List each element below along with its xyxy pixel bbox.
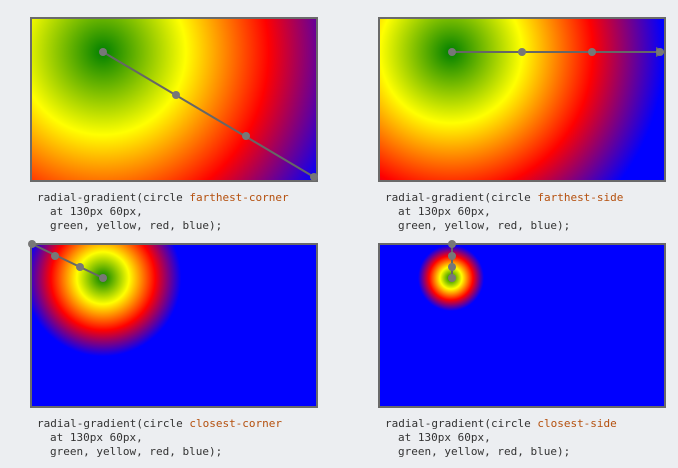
code-text: at 130px 60px, xyxy=(50,431,143,444)
code-keyword: farthest-corner xyxy=(189,191,289,204)
code-text: green, yellow, red, blue); xyxy=(50,219,223,232)
code-text: green, yellow, red, blue); xyxy=(398,445,571,458)
code-sample: radial-gradient(circle closest-side at 13… xyxy=(385,417,617,459)
indicator xyxy=(99,48,318,181)
code-text: radial-gradient(circle xyxy=(385,191,531,204)
gradient-box xyxy=(30,243,318,408)
gradient-box xyxy=(378,243,666,408)
code-text: at 130px 60px, xyxy=(50,205,143,218)
indicator xyxy=(28,240,107,282)
code-text: green, yellow, red, blue); xyxy=(50,445,223,458)
code-text: at 130px 60px, xyxy=(398,205,491,218)
code-sample: radial-gradient(circle closest-corner at … xyxy=(37,417,282,459)
code-text: at 130px 60px, xyxy=(398,431,491,444)
code-keyword: farthest-side xyxy=(537,191,624,204)
code-text: radial-gradient(circle xyxy=(37,417,183,430)
code-text: green, yellow, red, blue); xyxy=(398,219,571,232)
code-text: radial-gradient(circle xyxy=(37,191,183,204)
gradient-box xyxy=(30,17,318,182)
indicator xyxy=(448,47,666,57)
code-keyword: closest-side xyxy=(537,417,617,430)
code-keyword: closest-corner xyxy=(189,417,283,430)
gradient-box xyxy=(378,17,666,182)
code-sample: radial-gradient(circle farthest-side at 1… xyxy=(385,191,623,233)
code-text: radial-gradient(circle xyxy=(385,417,531,430)
indicator xyxy=(448,240,456,282)
code-sample: radial-gradient(circle farthest-corner at… xyxy=(37,191,289,233)
